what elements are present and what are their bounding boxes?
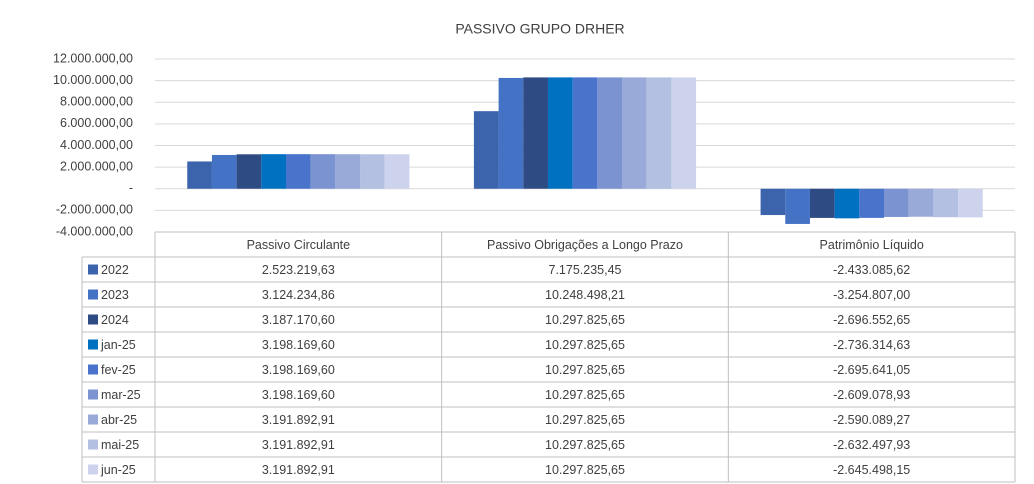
legend-swatch	[88, 314, 98, 325]
table-header: Passivo Circulante	[247, 238, 351, 252]
table-value: 10.297.825,65	[545, 463, 625, 477]
bar	[760, 188, 786, 216]
legend-swatch	[88, 339, 98, 350]
bar	[908, 188, 934, 217]
table-header: Patrimônio Líquido	[820, 238, 924, 252]
chart-title: PASSIVO GRUPO DRHER	[455, 21, 624, 37]
bar	[646, 77, 672, 189]
table-value: -2.632.497,93	[833, 438, 910, 452]
bar	[859, 188, 885, 218]
bar	[547, 77, 573, 189]
bar	[360, 154, 385, 189]
legend-label: 2022	[101, 263, 129, 277]
table-value: -2.609.078,93	[833, 388, 910, 402]
legend-label: mai-25	[101, 438, 139, 452]
legend-swatch	[88, 414, 98, 425]
table-value: 3.198.169,60	[262, 338, 335, 352]
y-tick-label: 12.000.000,00	[53, 51, 133, 65]
legend-label: mar-25	[101, 388, 141, 402]
table-value: -2.645.498,15	[833, 463, 910, 477]
table-value: 3.124.234,86	[262, 288, 335, 302]
legend-swatch	[88, 289, 98, 300]
bar	[884, 188, 909, 217]
table-value: 3.191.892,91	[262, 463, 335, 477]
table-value: 10.297.825,65	[545, 338, 625, 352]
bar	[834, 188, 860, 219]
table-value: 10.297.825,65	[545, 438, 625, 452]
table-value: 10.297.825,65	[545, 363, 625, 377]
table-value: 3.187.170,60	[262, 313, 335, 327]
table-value: 2.523.219,63	[262, 263, 335, 277]
table-value: -2.590.089,27	[833, 413, 910, 427]
legend-swatch	[88, 264, 98, 275]
table-value: -2.433.085,62	[833, 263, 910, 277]
bar	[261, 154, 286, 189]
legend-swatch	[88, 389, 98, 400]
table-header: Passivo Obrigações a Longo Prazo	[487, 238, 683, 252]
bar	[310, 154, 336, 189]
y-tick-label: -2.000.000,00	[56, 203, 133, 217]
bar	[285, 154, 311, 189]
table-value: 3.198.169,60	[262, 363, 335, 377]
y-tick-label: 8.000.000,00	[60, 95, 133, 109]
bar	[236, 154, 262, 189]
bar	[622, 77, 647, 189]
bar	[597, 77, 623, 189]
bar	[473, 111, 499, 189]
bar	[211, 154, 237, 189]
bar	[671, 77, 697, 189]
bar	[958, 188, 983, 218]
table-value: 3.191.892,91	[262, 413, 335, 427]
y-tick-label: 4.000.000,00	[60, 138, 133, 152]
legend-swatch	[88, 364, 98, 375]
y-tick-label: 10.000.000,00	[53, 73, 133, 87]
legend-label: fev-25	[101, 363, 136, 377]
bar	[523, 77, 548, 189]
y-tick-label: -	[129, 181, 133, 195]
bar	[384, 154, 410, 189]
bar	[933, 188, 959, 218]
bar	[498, 77, 524, 189]
y-tick-label: 6.000.000,00	[60, 116, 133, 130]
bar	[785, 188, 810, 224]
legend-label: 2023	[101, 288, 129, 302]
table-value: -3.254.807,00	[833, 288, 910, 302]
table-value: 10.297.825,65	[545, 313, 625, 327]
table-value: -2.696.552,65	[833, 313, 910, 327]
legend-swatch	[88, 464, 98, 475]
bar	[187, 161, 212, 189]
table-value: 3.191.892,91	[262, 438, 335, 452]
table-value: 10.297.825,65	[545, 388, 625, 402]
table-value: 10.297.825,65	[545, 413, 625, 427]
bar	[335, 154, 361, 189]
table-value: -2.736.314,63	[833, 338, 910, 352]
y-tick-label: 2.000.000,00	[60, 159, 133, 173]
bar	[572, 77, 598, 189]
legend-label: abr-25	[101, 413, 137, 427]
table-value: 7.175.235,45	[549, 263, 622, 277]
table-value: 10.248.498,21	[545, 288, 625, 302]
legend-label: jan-25	[100, 338, 136, 352]
table-value: -2.695.641,05	[833, 363, 910, 377]
table-value: 3.198.169,60	[262, 388, 335, 402]
legend-label: 2024	[101, 313, 129, 327]
bar	[809, 188, 835, 218]
y-tick-label: -4.000.000,00	[56, 224, 133, 238]
legend-swatch	[88, 439, 98, 450]
legend-label: jun-25	[100, 463, 136, 477]
